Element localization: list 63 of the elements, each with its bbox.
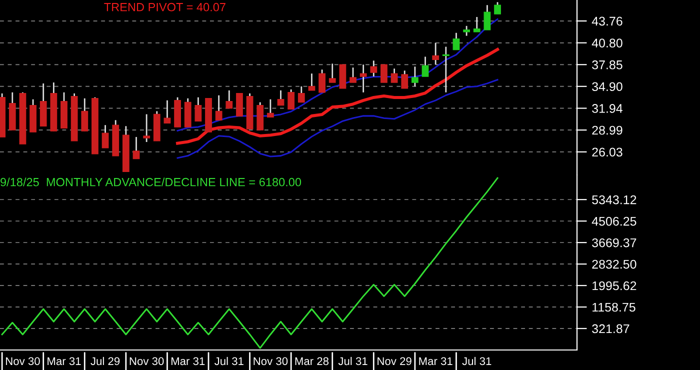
candlestick bbox=[339, 64, 346, 89]
y-tick-label: 31.94 bbox=[592, 104, 622, 113]
y-tick-label: 4506.25 bbox=[592, 216, 636, 226]
candlestick bbox=[463, 25, 470, 37]
y-tick-label: 43.76 bbox=[592, 16, 622, 26]
candlestick bbox=[412, 66, 418, 88]
text: TREND PIVOT = 40.07 bbox=[104, 2, 226, 12]
x-tick-label: Jul 31 bbox=[214, 356, 244, 366]
candlestick bbox=[328, 62, 336, 84]
x-tick-label: Mar 31 bbox=[419, 357, 452, 366]
candlestick bbox=[298, 86, 305, 103]
y-tick-label: 2832.50 bbox=[592, 260, 636, 269]
x-tick-label: Jul 31 bbox=[462, 356, 492, 366]
candlestick bbox=[370, 60, 378, 78]
candlestick bbox=[422, 56, 429, 78]
candlestick bbox=[288, 88, 295, 110]
candlestick bbox=[350, 66, 356, 84]
candlestick bbox=[81, 98, 88, 132]
line-series bbox=[176, 48, 500, 145]
x-tick-label: Mar 28 bbox=[295, 357, 329, 366]
y-tick-label: 40.80 bbox=[592, 38, 622, 48]
y-tick-label: 34.90 bbox=[592, 82, 622, 92]
y-tick-label: 3669.37 bbox=[592, 238, 636, 248]
candlestick bbox=[132, 136, 140, 160]
candlestick bbox=[194, 96, 202, 122]
candlestick bbox=[226, 90, 233, 109]
candlestick bbox=[277, 90, 284, 106]
candlestick bbox=[442, 46, 450, 94]
y-tick-label: 5343.12 bbox=[592, 195, 636, 204]
y-tick-label: 1995.62 bbox=[592, 281, 636, 290]
x-tick-label: Nov 29 bbox=[378, 357, 412, 366]
candlestick bbox=[494, 1, 501, 15]
candlestick bbox=[164, 100, 171, 124]
candlestick bbox=[380, 64, 388, 83]
candlestick bbox=[308, 72, 316, 92]
candlestick bbox=[102, 124, 109, 149]
y-tick-label: 37.85 bbox=[592, 60, 622, 70]
y-tick-label: 321.87 bbox=[592, 324, 630, 334]
x-tick-label: Nov 30 bbox=[6, 357, 40, 366]
x-tick-label: Jul 29 bbox=[90, 356, 120, 366]
candlestick bbox=[390, 68, 398, 84]
candlestick bbox=[236, 93, 243, 116]
candlestick bbox=[452, 32, 460, 50]
x-tick-label: Mar 31 bbox=[48, 357, 81, 366]
x-tick-label: Nov 30 bbox=[130, 357, 164, 366]
candlestick bbox=[318, 68, 326, 94]
y-tick-label: 1158.75 bbox=[592, 302, 636, 312]
candlestick bbox=[215, 94, 222, 121]
candlestick bbox=[473, 16, 480, 33]
y-tick-label: 26.03 bbox=[592, 148, 622, 157]
x-tick-label: Nov 30 bbox=[254, 357, 288, 366]
candlestick bbox=[266, 98, 274, 118]
x-tick-label: Jul 31 bbox=[338, 356, 368, 366]
candlestick bbox=[432, 42, 440, 66]
candlestick bbox=[401, 70, 408, 90]
candlestick bbox=[360, 64, 367, 94]
x-tick-label: Mar 31 bbox=[171, 357, 205, 366]
chart-title: 9/18/25 MONTHLY ADVANCE/DECLINE LINE = 6180.00 bbox=[0, 178, 302, 186]
candlestick bbox=[143, 114, 150, 143]
line-series bbox=[176, 78, 498, 159]
candlestick bbox=[484, 4, 491, 31]
y-tick-label: 28.99 bbox=[592, 126, 622, 135]
line-series bbox=[1, 177, 498, 349]
